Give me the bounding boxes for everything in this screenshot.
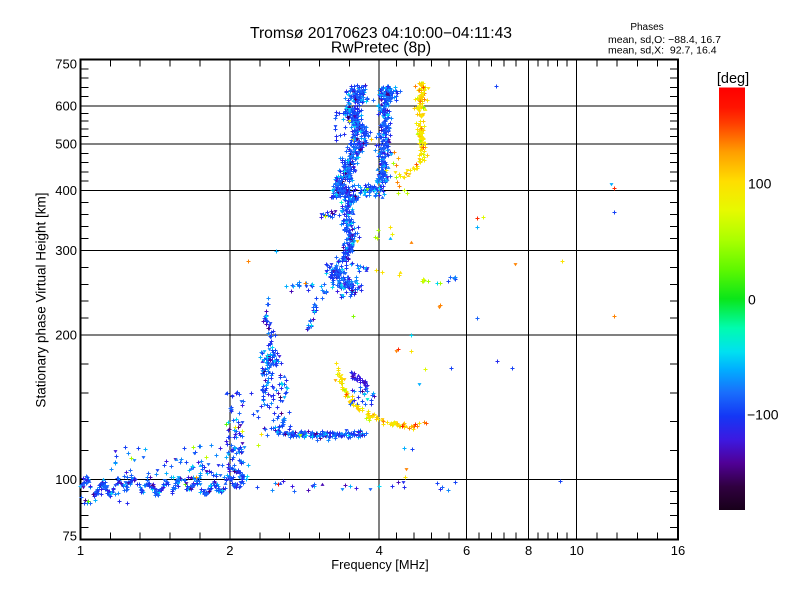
svg-text:200: 200: [55, 328, 77, 343]
svg-text:[deg]: [deg]: [717, 71, 749, 87]
svg-text:Tromsø 20170623 04:10:00−04:11: Tromsø 20170623 04:10:00−04:11:43: [250, 25, 512, 42]
svg-text:0: 0: [748, 292, 756, 308]
svg-text:−100: −100: [747, 407, 779, 423]
svg-text:mean, sd,X: 92.7, 16.4: mean, sd,X: 92.7, 16.4: [608, 45, 717, 57]
svg-text:100: 100: [55, 472, 77, 487]
svg-text:10: 10: [569, 543, 583, 558]
svg-text:mean, sd,O: −88.4, 16.7: mean, sd,O: −88.4, 16.7: [608, 34, 721, 46]
svg-text:Phases: Phases: [630, 22, 663, 33]
svg-text:RwPretec (8p): RwPretec (8p): [331, 40, 431, 57]
svg-text:Frequency [MHz]: Frequency [MHz]: [331, 557, 428, 572]
svg-text:1: 1: [77, 543, 84, 558]
svg-text:75: 75: [63, 529, 77, 544]
svg-text:Stationary phase Virtual Heigh: Stationary phase Virtual Height [km]: [34, 192, 49, 407]
svg-text:600: 600: [55, 99, 77, 114]
svg-text:400: 400: [55, 183, 77, 198]
svg-text:500: 500: [55, 137, 77, 152]
svg-text:4: 4: [376, 543, 383, 558]
svg-text:2: 2: [226, 543, 233, 558]
svg-text:16: 16: [671, 543, 685, 558]
svg-text:100: 100: [748, 176, 772, 192]
svg-text:300: 300: [55, 243, 77, 258]
svg-text:8: 8: [525, 543, 532, 558]
svg-text:750: 750: [55, 57, 77, 72]
svg-text:6: 6: [463, 543, 470, 558]
